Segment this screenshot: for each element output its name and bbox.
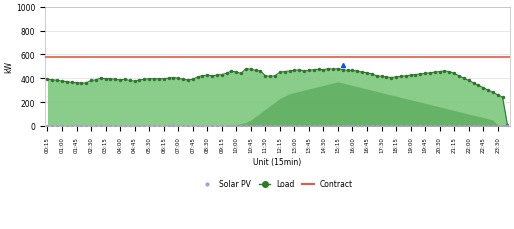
X-axis label: Unit (15min): Unit (15min)	[253, 157, 302, 166]
Y-axis label: kW: kW	[4, 61, 13, 73]
Legend: Solar PV, Load, Contract: Solar PV, Load, Contract	[199, 176, 356, 191]
